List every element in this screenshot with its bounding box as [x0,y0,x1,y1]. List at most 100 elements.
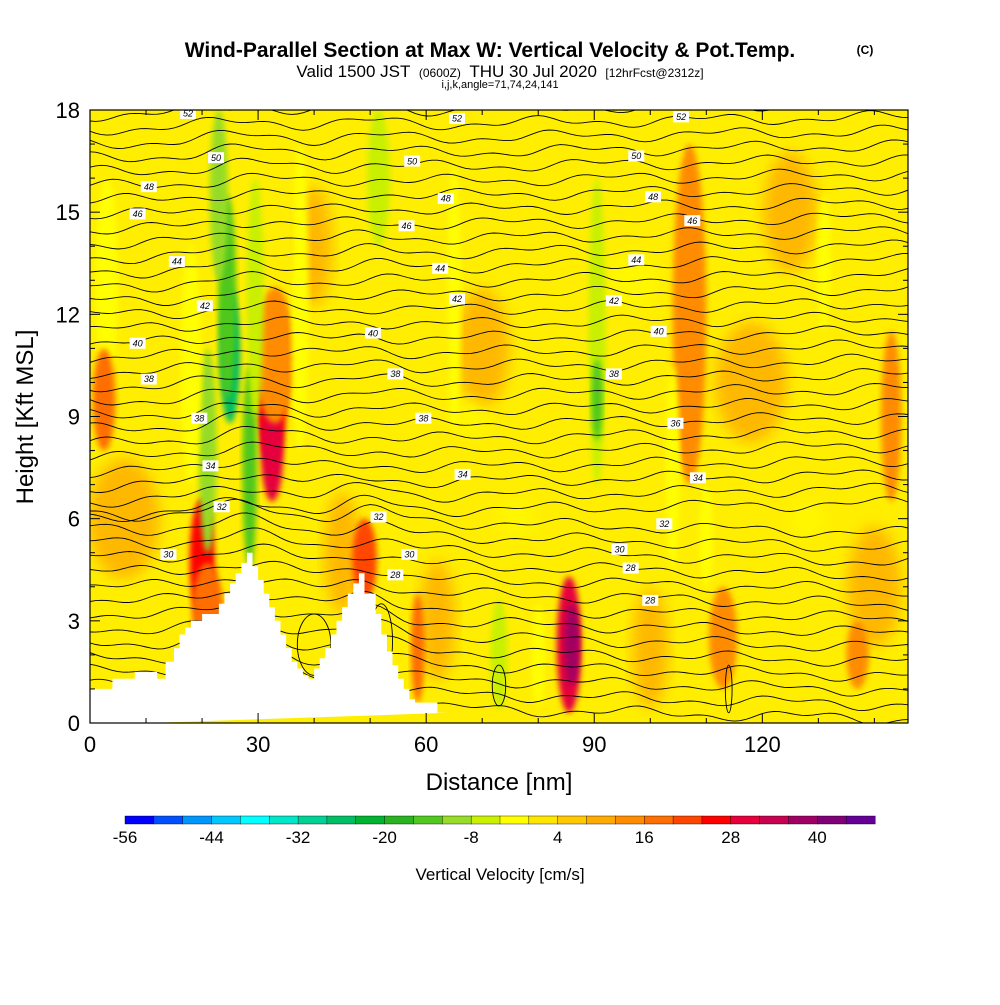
contour-label-bg [398,220,415,232]
x-tick-label: 0 [84,732,96,757]
velocity-cell [246,178,264,417]
contour-label-bg [628,254,645,266]
contour-label: 40 [133,338,143,348]
contour-label-bg [605,295,622,307]
colorbar-swatch [528,815,559,825]
contour-label-bg [415,412,432,424]
contour-label-bg [684,215,701,227]
contour-label-bg [370,511,387,523]
contour-label: 52 [452,114,462,124]
x-tick-label: 120 [744,732,781,757]
colorbar-swatch [384,815,414,825]
axis-ticks [90,110,908,723]
theta-contour-line [90,298,908,320]
y-tick-label: 12 [56,302,80,327]
contour-label: 38 [390,369,400,379]
colorbar-swatch [615,815,645,825]
y-tick-label: 0 [68,711,80,736]
theta-contour-line [90,124,908,149]
contour-label-bg [364,327,381,339]
theta-contour-line [90,212,908,235]
x-tick-label: 60 [414,732,438,757]
texture-blob [453,398,489,435]
y-tick-label: 9 [68,405,80,430]
colorbar-label: 4 [553,828,562,847]
theta-contour-line [90,154,908,176]
colorbar-swatch [211,815,241,825]
contour-label: 52 [183,109,193,119]
chart-info-line: i,j,k,angle=71,74,24,141 [441,79,558,91]
contour-label: 32 [374,512,384,522]
texture-blob [497,500,534,537]
theta-contour-line [90,110,908,136]
contour-label: 46 [402,221,412,231]
velocity-cell [699,484,714,587]
contour-label: 52 [676,112,686,122]
contour-label: 42 [200,301,210,311]
theta-contour-line [90,441,908,461]
theta-contour-line [90,325,908,345]
contour-label: 34 [205,461,215,471]
velocity-cell [411,593,425,703]
theta-contour-line [90,353,908,379]
contour-label: 36 [670,419,680,429]
texture-blob [847,526,902,647]
contour-label-bg [448,113,465,125]
colorbar-swatch [470,815,501,825]
x-tick-label: 30 [246,732,270,757]
y-tick-label: 3 [68,609,80,634]
theta-contour-line [90,482,908,508]
contour-label-bg [180,110,197,119]
colorbar-swatch [153,815,184,825]
chart-title-suffix: (C) [857,43,874,57]
colorbar-label: 28 [721,828,740,847]
contour-label-bg [196,300,213,312]
contour-label-bg [140,373,157,385]
colorbar-label: -32 [286,828,311,847]
contour-label-bg [168,256,185,268]
colorbar-swatch [442,815,472,825]
contour-label: 30 [163,550,173,560]
colorbar-swatch [326,815,357,825]
contour-label-bg [689,472,706,484]
colorbar-swatch [817,815,847,825]
y-tick-label: 6 [68,507,80,532]
plot-area: 52 52 52 50 50 50 48 48 48 46 46 46 44 44 44 42 42 42 40 40… [90,109,908,723]
velocity-cell [242,365,257,570]
contour-label: 46 [687,216,697,226]
colorbar-swatch [557,815,588,825]
colorbar-swatch [701,815,732,825]
colorbar-title: Vertical Velocity [cm/s] [415,865,584,884]
contour-label: 30 [404,550,414,560]
contour-label: 48 [144,182,154,192]
theta-contour-line [90,512,908,552]
contour-label-bg [650,325,667,337]
velocity-cell [846,620,869,689]
contour-label-bg [656,518,673,530]
y-axis-label: Height [Kft MSL] [12,330,39,505]
colorbar-swatch [586,815,616,825]
colorbar [124,815,876,825]
contour-label: 44 [435,264,445,274]
theta-contour-line [90,398,908,419]
theta-contour-closed [491,664,507,707]
contour-label: 34 [458,470,468,480]
theta-contour-line [90,469,908,493]
contour-label: 38 [144,374,154,384]
contour-label-bg [448,293,465,305]
contour-label: 30 [614,545,624,555]
contour-label-bg [454,468,471,480]
velocity-cell [198,348,217,553]
contour-label: 50 [407,156,417,166]
contour-label: 32 [217,502,227,512]
theta-contour-line [90,239,908,265]
contour-label-bg [202,460,219,472]
contour-label: 42 [609,296,619,306]
contour-label: 42 [452,294,462,304]
theta-contour-line [90,285,908,306]
theta-contour-line [90,253,908,279]
velocity-cell [95,178,119,383]
velocity-cell [564,603,580,686]
colorbar-swatch [499,815,530,825]
colorbar-labels: -56 -44 -32 -20 -8 4 16 28 40 [113,828,827,847]
